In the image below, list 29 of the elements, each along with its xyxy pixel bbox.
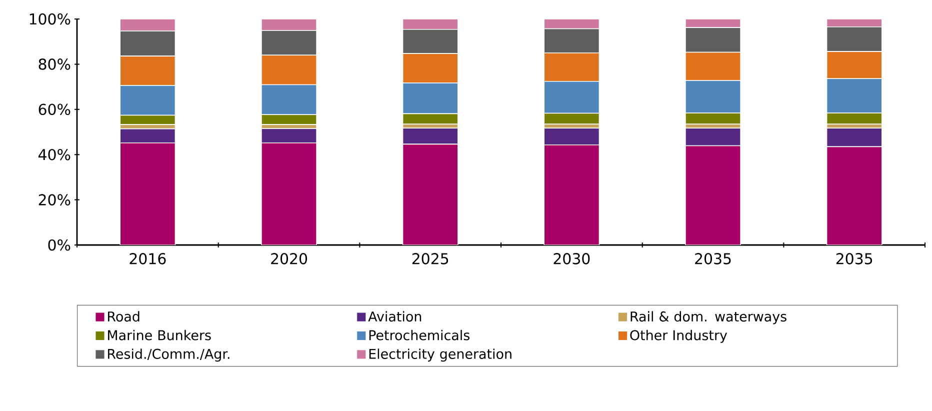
- x-tick-label: 2020: [271, 253, 308, 264]
- y-tick-label: 100%: [30, 13, 70, 25]
- x-tick-label: 2025: [412, 253, 448, 264]
- legend-label: Electricity generation: [369, 348, 512, 362]
- bar: [544, 18, 600, 30]
- legend-label: Rail & dom. waterways: [630, 311, 786, 324]
- y-tick-label: 20%: [38, 194, 70, 206]
- bar: [120, 142, 176, 245]
- bar: [685, 145, 741, 245]
- x-tick-label: 2035: [836, 253, 872, 264]
- bar: [544, 144, 600, 245]
- bar: [826, 146, 882, 245]
- y-tick-label: 60%: [38, 104, 70, 116]
- bar: [402, 18, 458, 30]
- bar: [402, 144, 458, 245]
- legend-label: Road: [108, 311, 140, 322]
- x-tick-label: 2030: [554, 253, 590, 264]
- legend-label: Petrochemicals: [369, 330, 470, 340]
- x-tick-label: 2016: [130, 253, 166, 264]
- y-tick-label: 40%: [38, 148, 70, 160]
- legend-label: Marine Bunkers: [108, 330, 211, 340]
- y-tick-label: 80%: [38, 58, 70, 70]
- y-tick-label: 0%: [48, 239, 70, 251]
- x-tick-label: 2035: [695, 253, 731, 264]
- legend-label: Aviation: [368, 311, 422, 322]
- bar: [261, 142, 317, 245]
- bar: [120, 18, 176, 32]
- legend-label: Other Industry: [630, 330, 728, 343]
- legend-label: Resid./Comm./Agr.: [108, 348, 230, 362]
